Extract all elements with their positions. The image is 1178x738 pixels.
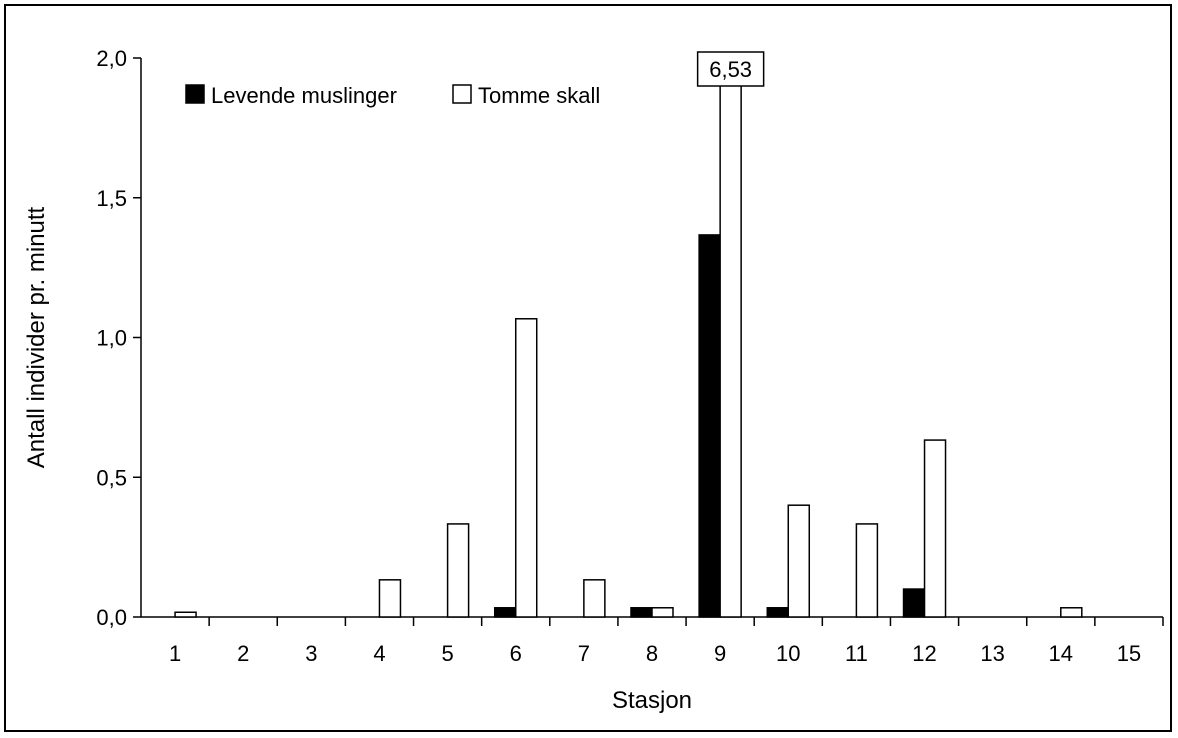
bars <box>174 57 1083 618</box>
x-tick-label: 8 <box>646 641 658 666</box>
x-tick-label: 7 <box>578 641 590 666</box>
y-tick-label: 0,0 <box>96 605 127 630</box>
y-tick-label: 1,5 <box>96 186 127 211</box>
x-tick-label: 10 <box>776 641 800 666</box>
x-tick-label: 11 <box>845 641 868 666</box>
x-axis-title: Stasjon <box>612 687 692 714</box>
y-tick-label: 1,0 <box>96 326 127 351</box>
bar-levende-muslinger <box>698 234 721 618</box>
y-tick-label: 2,0 <box>96 46 127 71</box>
y-ticks: 0,0 0,5 1,0 1,5 2,0 <box>96 46 141 630</box>
x-ticks: 1 2 3 4 5 6 7 8 9 10 11 12 13 14 15 <box>169 617 1164 666</box>
bar-tomme-skall <box>787 504 811 618</box>
legend-label: Levende muslinger <box>211 83 397 108</box>
x-tick-label: 6 <box>510 641 522 666</box>
legend: Levende muslinger Tomme skall <box>185 83 600 108</box>
x-tick-label: 5 <box>441 641 453 666</box>
axes <box>140 58 1163 618</box>
x-tick-label: 4 <box>373 641 385 666</box>
bar-tomme-skall <box>719 57 742 618</box>
bar-levende-muslinger <box>902 588 926 618</box>
bar-levende-muslinger <box>493 607 517 618</box>
bar-tomme-skall <box>583 579 606 618</box>
x-tick-label: 13 <box>980 641 1004 666</box>
x-tick-label: 3 <box>305 641 317 666</box>
x-tick-label: 1 <box>169 641 181 666</box>
callout-box <box>696 51 765 87</box>
bar-levende-muslinger <box>766 607 790 618</box>
bar-tomme-skall <box>923 439 947 618</box>
legend-swatch <box>185 84 205 104</box>
bar-tomme-skall <box>446 523 470 618</box>
value-callout: 6,53 <box>696 51 765 87</box>
y-axis-title: Antall individer pr. minutt <box>23 206 50 468</box>
bar-tomme-skall <box>174 611 197 618</box>
legend-swatch <box>452 84 472 104</box>
callout-label: 6,53 <box>709 57 752 82</box>
x-tick-label: 12 <box>912 641 936 666</box>
bar-levende-muslinger <box>630 607 653 618</box>
bar-tomme-skall <box>855 523 879 618</box>
x-tick-label: 9 <box>714 641 726 666</box>
bar-tomme-skall <box>378 579 402 618</box>
x-tick-label: 15 <box>1117 641 1141 666</box>
x-tick-label: 14 <box>1049 641 1073 666</box>
y-tick-label: 0,5 <box>96 465 127 490</box>
bar-tomme-skall <box>514 318 538 618</box>
bar-tomme-skall <box>1060 607 1083 618</box>
bar-tomme-skall <box>651 607 674 618</box>
x-tick-label: 2 <box>237 641 249 666</box>
legend-label: Tomme skall <box>478 83 600 108</box>
